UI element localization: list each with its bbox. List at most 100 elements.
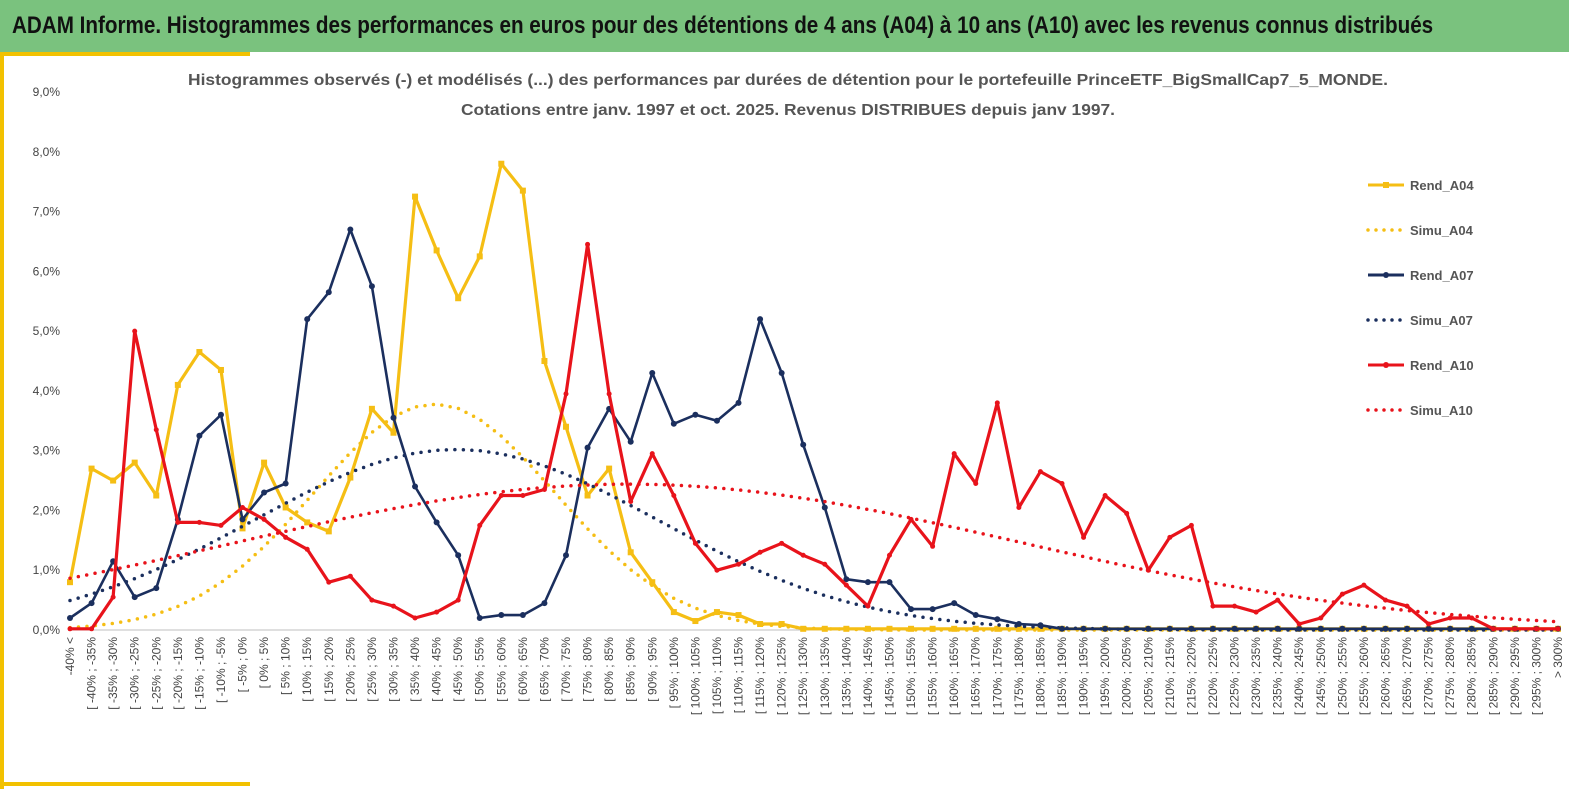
line-simu_a07 (68, 447, 1560, 632)
point-rend_a10 (477, 522, 483, 528)
x-tick-label: [ 260% ; 265% (1378, 637, 1392, 715)
point-rend_a04 (563, 423, 569, 430)
point-rend_a07 (757, 316, 764, 323)
point-rend_a10 (1361, 582, 1367, 588)
point-rend_a07 (390, 414, 397, 421)
x-tick-label: [ -40% ; -35% (85, 637, 99, 710)
point-rend_a04 (88, 465, 95, 472)
point-rend_a07 (368, 283, 375, 290)
point-rend_a04 (778, 621, 785, 628)
point-rend_a04 (1037, 625, 1044, 632)
point-rend_a10 (800, 552, 806, 558)
x-tick-label: [ 285% ; 290% (1486, 637, 1500, 715)
point-rend_a10 (1232, 603, 1238, 609)
point-rend_a04 (347, 474, 354, 481)
point-rend_a10 (1490, 626, 1496, 632)
point-rend_a07 (519, 612, 526, 619)
legend-item-simu_a10: Simu_A10 (1366, 403, 1473, 418)
x-tick-label: [ 195% ; 200% (1098, 637, 1112, 715)
point-rend_a07 (800, 441, 807, 448)
x-tick-label: [ 130% ; 135% (818, 637, 832, 715)
point-rend_a10 (1124, 510, 1130, 516)
x-tick-label: [ 35% ; 40% (408, 637, 422, 702)
y-tick-label: 1,0% (33, 563, 61, 577)
point-rend_a07 (239, 516, 246, 523)
point-rend_a10 (1318, 615, 1324, 621)
legend-item-rend_a07: Rend_A07 (1368, 268, 1474, 283)
x-tick-label: [ 15% ; 20% (322, 637, 336, 702)
point-rend_a07 (821, 504, 828, 511)
x-tick-label: [ 120% ; 125% (775, 637, 789, 715)
point-rend_a04 (217, 366, 224, 373)
point-rend_a10 (843, 582, 849, 588)
chart-title-line-1: Histogrammes observés (-) et modélisés (… (188, 72, 1388, 89)
point-rend_a07 (584, 444, 591, 451)
series-simu_a07 (68, 447, 1560, 632)
point-rend_a10 (1296, 621, 1302, 627)
x-tick-label: [ 295% ; 300% (1529, 637, 1543, 715)
y-tick-label: 7,0% (33, 205, 61, 219)
point-rend_a10 (412, 615, 418, 621)
legend-label: Rend_A07 (1410, 268, 1474, 283)
x-tick-label: [ 40% ; 45% (430, 637, 444, 702)
accent-line-left (0, 52, 4, 789)
x-tick-label: [ 175% ; 180% (1012, 637, 1026, 715)
point-rend_a10 (649, 451, 655, 457)
x-tick-label: [ 190% ; 195% (1077, 637, 1091, 715)
x-tick-label: [ 205% ; 210% (1141, 637, 1155, 715)
x-tick-label: [ 275% ; 280% (1443, 637, 1457, 715)
x-tick-label: [ 160% ; 165% (947, 637, 961, 715)
point-rend_a04 (67, 579, 73, 586)
chart-title-line-2: Cotations entre janv. 1997 et oct. 2025.… (461, 102, 1115, 119)
x-tick-label: [ -10% ; -5% (214, 637, 228, 703)
x-tick-label: [ 100% ; 105% (688, 637, 702, 715)
point-rend_a10 (1426, 621, 1432, 627)
x-tick-label: [ 235% ; 240% (1271, 637, 1285, 715)
x-tick-label: [ 115% ; 120% (753, 637, 767, 714)
point-rend_a07 (972, 612, 979, 619)
point-rend_a10 (196, 519, 202, 525)
point-rend_a07 (864, 579, 871, 586)
point-rend_a10 (1512, 626, 1518, 632)
point-rend_a10 (1275, 597, 1281, 603)
x-tick-label: [ 210% ; 215% (1163, 637, 1177, 715)
y-tick-label: 8,0% (33, 145, 61, 159)
y-tick-label: 3,0% (33, 444, 61, 458)
point-rend_a07 (261, 489, 268, 496)
point-rend_a10 (1339, 591, 1345, 597)
point-rend_a07 (951, 600, 958, 607)
point-rend_a07 (433, 519, 440, 526)
x-tick-label: [ 80% ; 85% (602, 637, 616, 702)
x-tick-label: [ 105% ; 110% (710, 637, 724, 714)
point-rend_a04 (174, 381, 181, 388)
point-rend_a04 (757, 621, 764, 628)
point-rend_a04 (368, 405, 375, 412)
point-rend_a10 (671, 493, 677, 498)
point-rend_a10 (951, 451, 957, 457)
point-rend_a04 (455, 295, 462, 302)
legend-item-simu_a04: Simu_A04 (1366, 223, 1474, 238)
point-rend_a07 (412, 483, 419, 490)
point-rend_a04 (433, 247, 440, 254)
point-rend_a07 (1059, 625, 1065, 632)
point-rend_a07 (843, 576, 850, 583)
point-rend_a07 (1102, 625, 1109, 632)
point-rend_a04 (627, 549, 634, 556)
y-tick-label: 9,0% (33, 85, 61, 99)
point-rend_a10 (1253, 609, 1259, 615)
point-rend_a04 (239, 525, 246, 532)
point-rend_a10 (304, 546, 310, 552)
point-rend_a10 (865, 603, 871, 609)
legend-label: Simu_A04 (1410, 223, 1474, 238)
legend-box (1328, 160, 1526, 432)
point-rend_a04 (800, 625, 807, 632)
point-rend_a07 (325, 289, 332, 296)
x-tick-label: [ 220% ; 225% (1206, 637, 1220, 715)
y-tick-label: 2,0% (33, 503, 61, 517)
x-tick-label: [ 180% ; 185% (1033, 637, 1047, 715)
x-tick-label: [ 225% ; 230% (1228, 637, 1242, 715)
x-tick-label: [ 85% ; 90% (624, 637, 638, 702)
point-rend_a10 (1382, 597, 1388, 603)
point-rend_a10 (1404, 603, 1410, 609)
x-tick-label: [ 65% ; 70% (537, 637, 551, 702)
